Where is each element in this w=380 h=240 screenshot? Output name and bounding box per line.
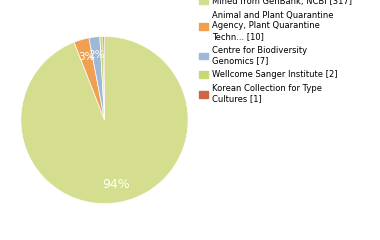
Text: 2%: 2% bbox=[89, 50, 105, 60]
Wedge shape bbox=[74, 38, 105, 120]
Wedge shape bbox=[21, 36, 188, 204]
Wedge shape bbox=[100, 36, 104, 120]
Wedge shape bbox=[103, 36, 104, 120]
Legend: Mined from GenBank, NCBI [317], Animal and Plant Quarantine
Agency, Plant Quaran: Mined from GenBank, NCBI [317], Animal a… bbox=[198, 0, 353, 105]
Text: 94%: 94% bbox=[103, 178, 130, 191]
Text: 3%: 3% bbox=[78, 52, 95, 62]
Wedge shape bbox=[89, 36, 104, 120]
